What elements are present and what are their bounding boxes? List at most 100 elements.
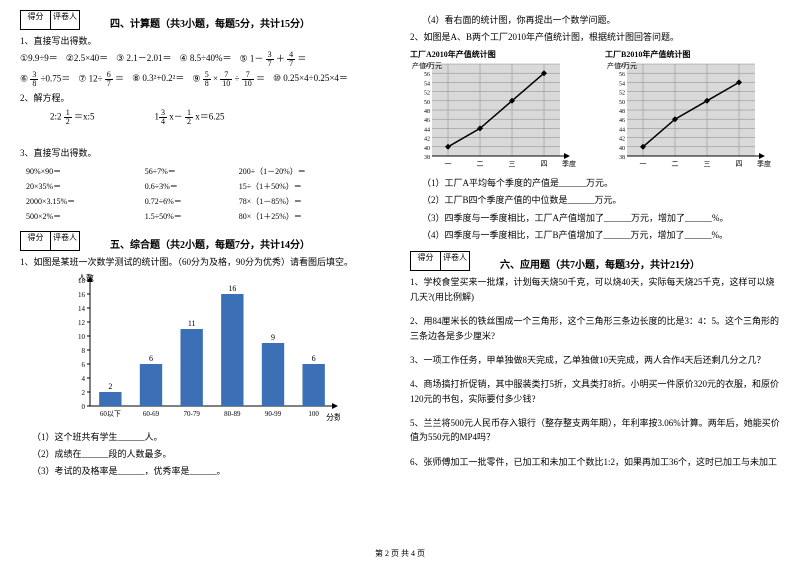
calc-cell: 90%×90＝ [22,165,139,178]
calc-cell: 80×（1＋25%）＝ [235,210,388,223]
svg-text:44: 44 [619,127,625,133]
svg-text:48: 48 [424,109,430,115]
calc-cell: 2000×3.15%＝ [22,195,139,208]
svg-text:48: 48 [619,109,625,115]
svg-text:16: 16 [228,284,236,293]
chart-b: 工厂B2010年产值统计图 3840424446485052545658一二三四… [605,49,780,172]
q5-1-2: （2）成绩在______段的人数最多。 [32,447,390,461]
q5-2-1: （1）工厂A平均每个季度的产值是______万元。 [422,176,780,190]
svg-text:52: 52 [619,90,625,96]
svg-text:52: 52 [424,90,430,96]
calc-cell: 20×35%＝ [22,180,139,193]
svg-text:46: 46 [424,118,430,124]
svg-text:70-79: 70-79 [183,410,200,418]
svg-text:54: 54 [424,81,430,87]
section5-title: 五、综合题（共2小题，每题7分，共计14分） [110,236,310,251]
calc-cell: 78×（1－85%）＝ [235,195,388,208]
svg-text:2: 2 [82,389,86,397]
calc-cell: 1.5÷50%＝ [141,210,233,223]
svg-text:14: 14 [78,305,86,313]
q2-a: 2:2 12 ＝x:5 [50,109,95,126]
svg-text:三: 三 [704,160,711,168]
q1-1: ①9.9÷9＝ [20,51,58,68]
q1-7: ⑦ 12÷ 67 ＝ [78,71,124,88]
q6-item: 4、商场搞打折促销，其中服装类打5折，文具类打8折。小明买一件原价320元的衣服… [410,377,780,406]
svg-text:产值/万元: 产值/万元 [607,61,637,70]
svg-text:二: 二 [672,160,679,168]
q5-2-3: （3）四季度与一季度相比，工厂A产值增加了______万元，增加了______%… [422,211,780,225]
q2-row: 2:2 12 ＝x:5 134 x－ 12 x＝6.25 [50,109,390,126]
q3-title: 3、直接写出得数。 [20,146,390,160]
svg-text:一: 一 [640,160,647,168]
score-label: 得分 [20,10,50,30]
q6-item: 5、兰兰将500元人民币存入银行（整存整支两年期），年利率按3.06%计算。两年… [410,416,780,445]
svg-text:二: 二 [477,160,484,168]
calc-cell: 56÷7%＝ [141,165,233,178]
left-column: 得分 评卷人 四、计算题（共3小题，每题5分，共计15分） 1、直接写出得数。 … [20,10,390,482]
q6-item: 1、学校食堂买来一批煤，计划每天烧50千克，可以烧40天，实际每天烧25千克，这… [410,275,780,304]
svg-text:50: 50 [619,100,625,106]
svg-text:40: 40 [424,146,430,152]
svg-text:季度: 季度 [562,159,576,168]
svg-text:四: 四 [541,160,548,168]
q1-8: ⑧ 0.3²+0.2²＝ [132,71,184,88]
svg-text:2: 2 [108,382,112,391]
score-header-5: 得分 评卷人 五、综合题（共2小题，每题7分，共计14分） [20,231,390,251]
svg-text:50: 50 [424,100,430,106]
bar-chart: 024681012141618人数分数260以下660-691170-79168… [60,274,390,426]
calc-cell: 500×2%＝ [22,210,139,223]
calc-cell: 0.72÷6%＝ [141,195,233,208]
svg-text:6: 6 [82,361,86,369]
svg-text:11: 11 [188,319,196,328]
q5-1-4: （4）看右面的统计图，你再提出一个数学问题。 [422,13,780,27]
q5-2-2: （2）工厂B四个季度产值的中位数是______万元。 [422,193,780,207]
svg-text:56: 56 [619,72,625,78]
svg-text:80-89: 80-89 [224,410,241,418]
section6-title: 六、应用题（共7小题，每题3分，共计21分） [500,256,700,271]
q6-item: 6、张师傅加工一批零件，已加工和未加工个数比1:2，如果再加工36个，这时已加工… [410,455,780,469]
page-footer: 第 2 页 共 4 页 [0,548,800,559]
right-column: （4）看右面的统计图，你再提出一个数学问题。 2、如图是A、B两个工厂2010年… [410,10,780,482]
svg-text:6: 6 [149,354,153,363]
q6-item: 2、用84厘米长的铁丝围成一个三角形，这个三角形三条边长度的比是3：4：5。这个… [410,314,780,343]
svg-text:38: 38 [424,155,430,161]
line-charts-row: 工厂A2010年产值统计图 3840424446485052545658一二三四… [410,49,780,172]
q5-2-4: （4）四季度与一季度相比，工厂B产值增加了______万元，增加了______%… [422,228,780,242]
svg-text:46: 46 [619,118,625,124]
q5-1-1: （1）这个班共有学生______人。 [32,430,390,444]
svg-text:10: 10 [78,333,86,341]
q3-table: 90%×90＝56÷7%＝200÷（1－20%）＝20×35%＝0.6÷3%＝1… [20,163,390,225]
q5-1-3: （3）考试的及格率是______，优秀率是______。 [32,464,390,478]
svg-text:42: 42 [619,136,625,142]
svg-text:产值/万元: 产值/万元 [412,61,442,70]
svg-text:8: 8 [82,347,86,355]
q6-item: 3、一项工作任务，甲单独做8天完成，乙单独做10天完成，两人合作4天后还剩几分之… [410,353,780,367]
q1-3: ③ 2.1－2.01＝ [116,51,171,68]
svg-text:90-99: 90-99 [265,410,282,418]
q1-9: ⑨ 58 × 710 ÷ 710 ＝ [192,71,265,88]
svg-text:9: 9 [271,333,275,342]
q1-5: ⑤ 1－ 37 ＋ 47 ＝ [240,51,307,68]
svg-text:60-69: 60-69 [143,410,160,418]
q1-2: ②2.5×40＝ [66,51,108,68]
q2-title: 2、解方程。 [20,91,390,105]
svg-text:60以下: 60以下 [100,410,121,418]
section4-title: 四、计算题（共3小题，每题5分，共计15分） [110,15,310,30]
svg-text:38: 38 [619,155,625,161]
score-header-6: 得分 评卷人 六、应用题（共7小题，每题3分，共计21分） [410,251,780,271]
marker-label: 评卷人 [50,10,80,30]
svg-text:6: 6 [312,354,316,363]
svg-text:56: 56 [424,72,430,78]
svg-text:4: 4 [82,375,86,383]
svg-text:54: 54 [619,81,625,87]
svg-text:人数: 人数 [78,274,94,282]
calc-cell: 200÷（1－20%）＝ [235,165,388,178]
q1-6: ⑥ 38 ÷0.75＝ [20,71,70,88]
q1-10: ⑩ 0.25×4÷0.25×4＝ [273,71,348,88]
svg-text:42: 42 [424,136,430,142]
svg-text:100: 100 [308,410,319,418]
q1-row1: ①9.9÷9＝ ②2.5×40＝ ③ 2.1－2.01＝ ④ 8.5÷40%＝ … [20,51,390,68]
q1-title: 1、直接写出得数。 [20,34,390,48]
q2-b: 134 x－ 12 x＝6.25 [155,109,225,126]
svg-text:0: 0 [82,403,86,411]
